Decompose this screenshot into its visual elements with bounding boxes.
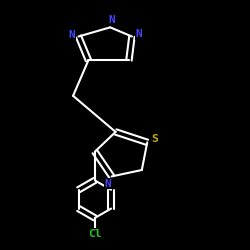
Text: N: N: [136, 29, 142, 39]
Text: N: N: [108, 15, 115, 25]
Text: S: S: [151, 134, 158, 144]
Text: N: N: [68, 30, 75, 40]
Text: Cl: Cl: [88, 229, 102, 239]
Text: N: N: [105, 178, 112, 188]
